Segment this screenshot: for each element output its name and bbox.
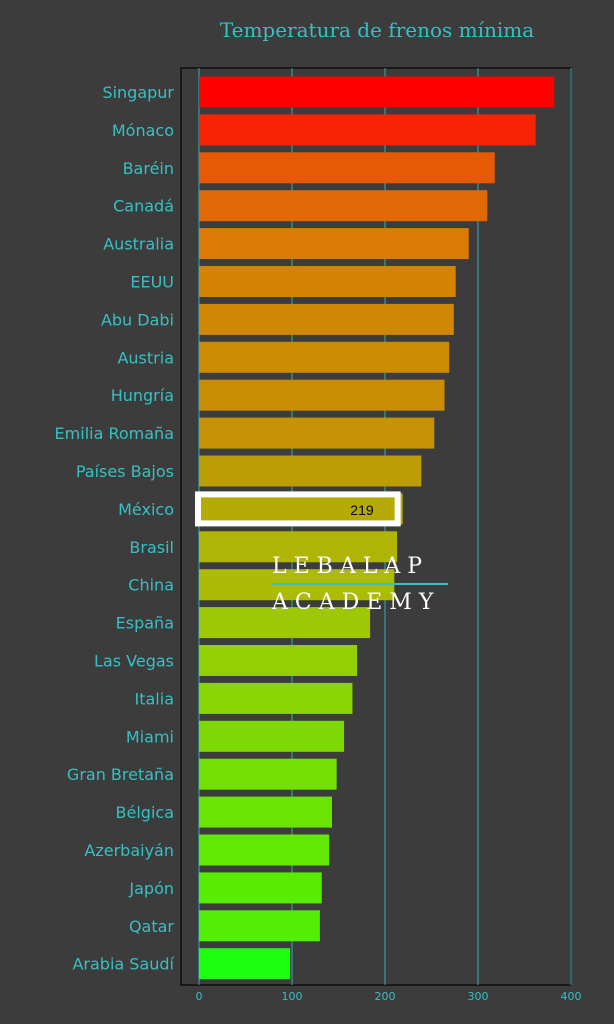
bar [199,682,353,714]
x-tick-label: 0 [196,990,203,1003]
y-tick-label: Singapur [102,83,174,102]
y-tick-label: Gran Bretaña [67,765,174,784]
bar [199,190,488,222]
bar [199,152,495,184]
bar [199,266,456,297]
highlight-box [195,491,401,527]
bar [199,607,371,639]
bar [199,645,358,676]
y-tick-label: Italia [135,689,175,708]
y-tick-label: Qatar [129,917,174,936]
data-label: 219 [350,502,374,518]
y-tick-label: Hungría [111,386,174,405]
y-tick-label: Países Bajos [76,462,174,481]
x-tick-label: 300 [468,990,489,1003]
watermark-line-1: LEBALAP [272,554,430,579]
bar [199,493,403,525]
y-tick-label: México [118,500,174,519]
bar [199,379,445,411]
y-tick-label: Japón [128,879,174,898]
y-tick-label: Miami [126,727,174,746]
y-tick-label: Austria [117,348,174,367]
y-tick-label: España [116,614,174,633]
y-tick-label: Las Vegas [94,652,174,671]
bar [199,76,555,108]
bar [199,758,337,790]
y-tick-label: Canadá [113,197,174,216]
x-tick-label: 200 [375,990,396,1003]
y-tick-label: EEUU [130,273,174,292]
y-tick-label: Emilia Romaña [55,424,174,443]
bar [199,341,450,373]
y-tick-label: Baréin [123,159,174,178]
y-tick-label: Mónaco [112,121,174,140]
bar [199,834,330,866]
watermark-rule [272,583,448,585]
chart-title: Temperatura de frenos mínima [219,18,535,42]
bar [199,417,435,449]
bar [199,228,469,260]
y-tick-label: Australia [103,235,174,254]
y-tick-label: Arabia Saudí [72,955,174,974]
x-tick-label: 400 [561,990,582,1003]
bar [199,796,332,828]
bar [199,872,322,904]
bar [199,720,345,752]
watermark-logo: LEBALAP ACADEMY [272,552,452,618]
y-tick-label: Abu Dabi [101,310,174,329]
bar [199,114,536,146]
y-tick-label: Brasil [129,538,174,557]
y-tick-label: Bélgica [116,803,174,822]
bar [199,303,454,335]
bar [199,910,320,942]
watermark-line-2: ACADEMY [272,590,441,615]
y-tick-label: China [128,576,174,595]
bar [199,948,291,980]
bar [199,531,398,563]
bar [199,455,422,487]
y-tick-label: Azerbaiyán [84,841,174,860]
x-tick-label: 100 [282,990,303,1003]
